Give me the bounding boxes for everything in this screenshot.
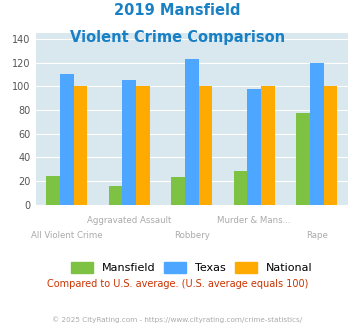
Bar bbox=[122, 80, 136, 205]
Bar bbox=[185, 59, 198, 205]
Bar bbox=[234, 172, 247, 205]
Text: Violent Crime Comparison: Violent Crime Comparison bbox=[70, 30, 285, 45]
Bar bbox=[171, 178, 185, 205]
Bar bbox=[296, 114, 310, 205]
Text: Compared to U.S. average. (U.S. average equals 100): Compared to U.S. average. (U.S. average … bbox=[47, 279, 308, 289]
Bar bbox=[247, 89, 261, 205]
Text: © 2025 CityRating.com - https://www.cityrating.com/crime-statistics/: © 2025 CityRating.com - https://www.city… bbox=[53, 317, 302, 323]
Legend: Mansfield, Texas, National: Mansfield, Texas, National bbox=[67, 258, 316, 276]
Text: Aggravated Assault: Aggravated Assault bbox=[87, 216, 171, 225]
Bar bbox=[198, 86, 212, 205]
Bar bbox=[310, 63, 323, 205]
Bar bbox=[136, 86, 150, 205]
Bar bbox=[73, 86, 87, 205]
Bar bbox=[261, 86, 275, 205]
Text: All Violent Crime: All Violent Crime bbox=[31, 231, 103, 240]
Bar bbox=[109, 186, 122, 205]
Text: Rape: Rape bbox=[306, 231, 328, 240]
Bar bbox=[323, 86, 337, 205]
Bar bbox=[60, 75, 73, 205]
Text: 2019 Mansfield: 2019 Mansfield bbox=[114, 3, 241, 18]
Text: Murder & Mans...: Murder & Mans... bbox=[217, 216, 291, 225]
Bar bbox=[46, 176, 60, 205]
Text: Robbery: Robbery bbox=[174, 231, 210, 240]
